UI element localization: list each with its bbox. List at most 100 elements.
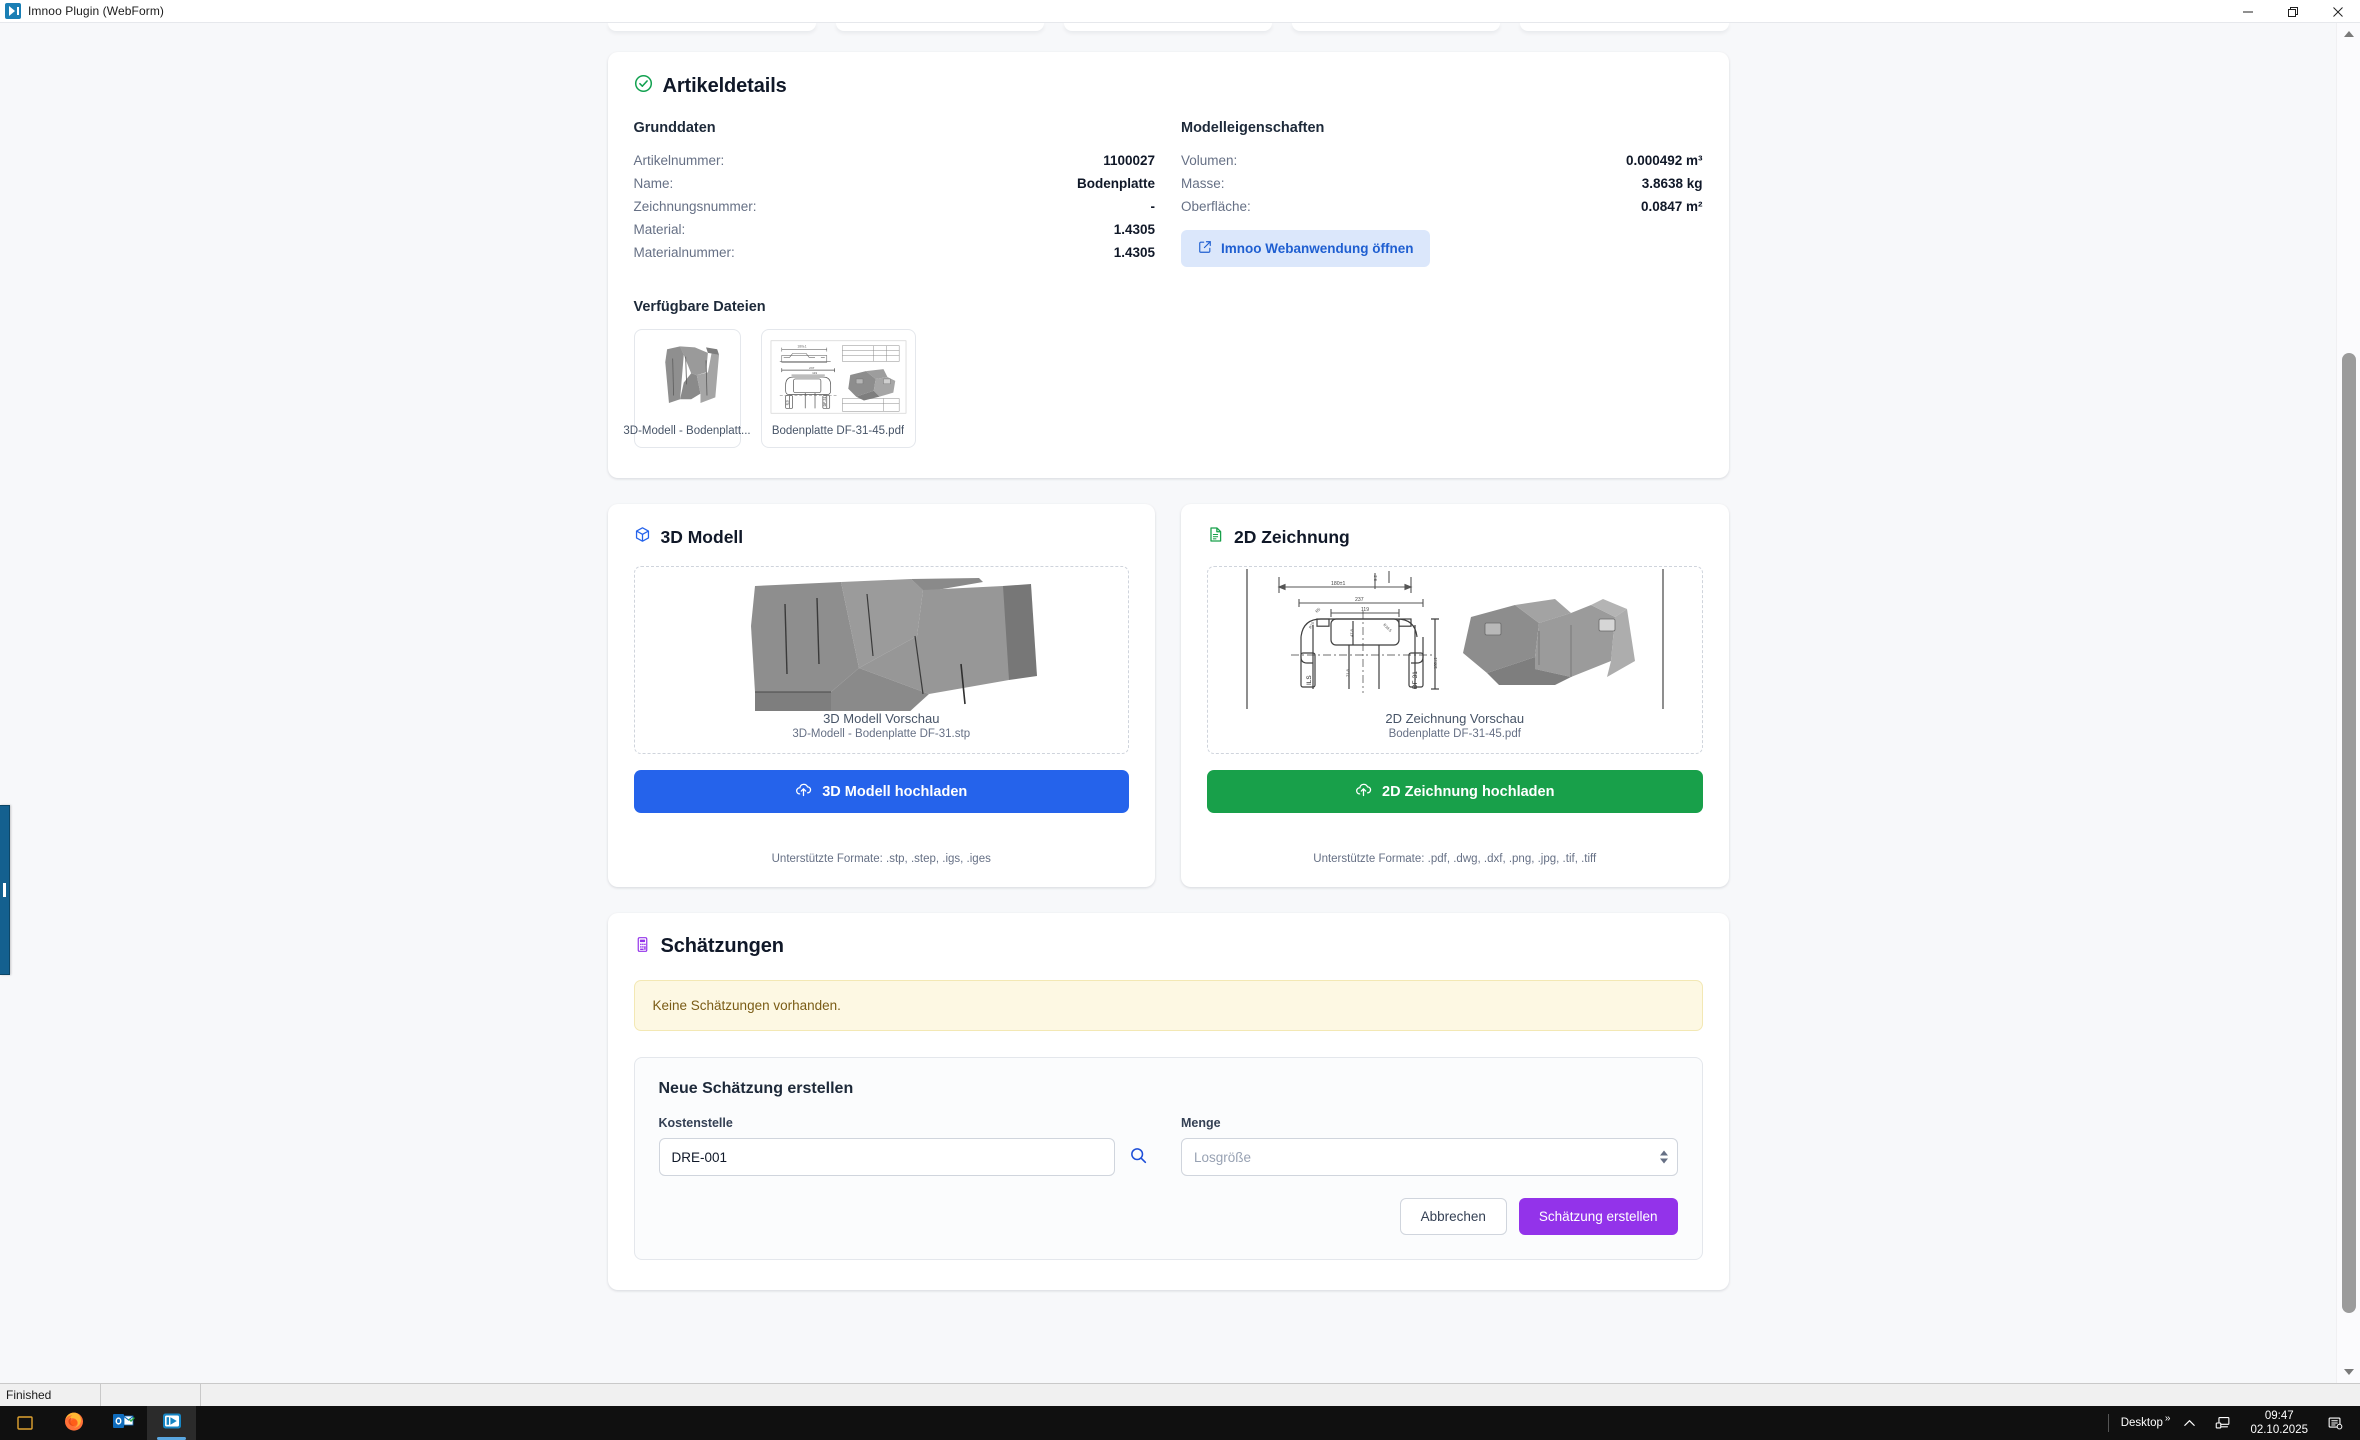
detail-label: Materialnummer:: [633, 245, 735, 260]
cut-off-card: [1520, 23, 1729, 31]
svg-text:ILS: ILS: [1306, 675, 1313, 685]
vertical-scrollbar[interactable]: [2336, 23, 2360, 1383]
chevron-right-double-icon: »: [2164, 1412, 2171, 1424]
page-title: Artikeldetails: [662, 74, 787, 97]
cut-off-card: [835, 23, 1044, 31]
detail-row: Volumen: 0.000492 m³: [1181, 149, 1703, 172]
detail-label: Artikelnummer:: [633, 153, 725, 168]
detail-row: Masse: 3.8638 kg: [1181, 172, 1703, 195]
detail-value: 3.8638 kg: [1641, 176, 1703, 191]
3d-model-preview-filename: 3D-Modell - Bodenplatte DF-31.stp: [792, 728, 971, 740]
3d-model-title: 3D Modell: [660, 526, 744, 547]
detail-row: Oberfläche: 0.0847 m²: [1181, 195, 1703, 218]
svg-text:47.8: 47.8: [1349, 628, 1354, 637]
svg-text:DF-31: DF-31: [1412, 671, 1419, 689]
create-estimate-button[interactable]: Schätzung erstellen: [1518, 1198, 1678, 1235]
imnoo-icon: [160, 1409, 184, 1438]
taskbar-item-start[interactable]: [0, 1406, 49, 1440]
new-estimate-form-row: Kostenstelle: [658, 1116, 1678, 1176]
stepper-up-icon[interactable]: [1659, 1150, 1668, 1156]
file-card-2d-drawing[interactable]: 180±1: [760, 329, 916, 448]
detail-value: 1100027: [1103, 153, 1155, 168]
status-bar: Finished: [0, 1383, 2360, 1407]
cost-center-group: Kostenstelle: [658, 1116, 1156, 1176]
detail-row: Zeichnungsnummer: -: [634, 195, 1156, 218]
base-data-column: Grunddaten Artikelnummer: 1100027 Name: …: [634, 120, 1156, 267]
3d-model-preview-image: [635, 567, 1129, 711]
3d-model-preview[interactable]: 3D Modell Vorschau 3D-Modell - Bodenplat…: [633, 566, 1129, 754]
detail-value: 1.4305: [1113, 222, 1155, 237]
taskbar-item-firefox[interactable]: [49, 1406, 98, 1440]
quantity-input[interactable]: [1181, 1138, 1678, 1176]
2d-drawing-title: 2D Zeichnung: [1234, 526, 1350, 547]
2d-drawing-preview-caption: 2D Zeichnung Vorschau: [1385, 711, 1525, 726]
3d-model-preview-caption: 3D Modell Vorschau: [823, 711, 940, 726]
close-icon[interactable]: [2315, 0, 2360, 23]
maximize-icon[interactable]: [2270, 0, 2315, 23]
minimize-icon[interactable]: [2225, 0, 2270, 23]
taskbar-item-outlook[interactable]: [98, 1406, 147, 1440]
network-icon[interactable]: [2206, 1406, 2240, 1440]
file-card-3d-model[interactable]: 3D-Modell - Bodenplatt...: [623, 329, 751, 448]
scroll-down-icon[interactable]: [2337, 1361, 2360, 1383]
open-imnoo-web-app-label: Imnoo Webanwendung öffnen: [1221, 241, 1414, 256]
svg-text:119: 119: [812, 371, 817, 375]
detail-row: Name: Bodenplatte: [634, 172, 1156, 195]
outlook-icon: [111, 1409, 135, 1438]
article-details-body: Grunddaten Artikelnummer: 1100027 Name: …: [608, 98, 1729, 297]
file-name: Bodenplatte DF-31-45.pdf: [771, 425, 905, 437]
model-properties-column: Modelleigenschaften Volumen: 0.000492 m³…: [1181, 120, 1703, 267]
drawing-thumbnail: 180±1: [769, 338, 907, 416]
scrollbar-thumb[interactable]: [2342, 353, 2356, 1313]
article-details-header: Artikeldetails: [608, 52, 1729, 98]
upload-cloud-icon: [1355, 781, 1372, 802]
no-estimates-alert: Keine Schätzungen vorhanden.: [633, 980, 1703, 1031]
cost-center-input-wrap: [658, 1138, 1156, 1176]
upload-2d-drawing-label: 2D Zeichnung hochladen: [1382, 783, 1555, 800]
taskbar-apps: [0, 1406, 196, 1440]
clock[interactable]: 09:47 02.10.2025: [2240, 1409, 2318, 1437]
desktop-button[interactable]: Desktop »: [2117, 1413, 2173, 1430]
new-estimate-title: Neue Schätzung erstellen: [658, 1080, 854, 1097]
3d-model-header: 3D Modell: [634, 526, 1130, 548]
svg-text:119: 119: [1361, 607, 1369, 613]
window-title: Imnoo Plugin (WebForm): [28, 4, 165, 18]
svg-text:ILS: ILS: [785, 399, 789, 405]
notification-icon[interactable]: [2318, 1406, 2352, 1440]
chevron-up-icon[interactable]: [2172, 1406, 2206, 1440]
quantity-stepper[interactable]: [1659, 1150, 1668, 1164]
upload-3d-model-button[interactable]: 3D Modell hochladen: [633, 770, 1129, 813]
new-estimate-panel: Neue Schätzung erstellen Kostenstelle: [633, 1057, 1703, 1260]
form-actions: Abbrechen Schätzung erstellen: [659, 1198, 1678, 1235]
stepper-down-icon[interactable]: [1659, 1158, 1668, 1164]
detail-value: 0.000492 m³: [1625, 153, 1703, 168]
svg-text:71.8: 71.8: [1345, 668, 1350, 677]
title-bar: Imnoo Plugin (WebForm): [0, 0, 2360, 23]
detail-label: Material:: [633, 222, 686, 237]
firefox-icon: [62, 1409, 86, 1438]
side-panel-handle[interactable]: [0, 805, 10, 975]
estimates-body: Keine Schätzungen vorhanden. Neue Schätz…: [608, 958, 1729, 1290]
2d-drawing-card: 2D Zeichnung: [1181, 504, 1729, 887]
cut-off-card: [1063, 23, 1273, 31]
imnoo-logo-icon: [5, 3, 21, 19]
cost-center-search-button[interactable]: [1121, 1138, 1155, 1176]
detail-label: Oberfläche:: [1181, 199, 1251, 214]
cost-center-input[interactable]: [658, 1138, 1115, 1176]
open-imnoo-web-app-button[interactable]: Imnoo Webanwendung öffnen: [1181, 230, 1431, 267]
check-circle-icon: [634, 74, 653, 98]
scroll-up-icon[interactable]: [2337, 23, 2360, 45]
calculator-icon: [634, 936, 651, 958]
cube-icon: [634, 526, 651, 548]
cut-off-cards-row: [607, 23, 1729, 31]
upload-2d-drawing-button[interactable]: 2D Zeichnung hochladen: [1207, 770, 1703, 813]
detail-row: Materialnummer: 1.4305: [634, 241, 1156, 264]
taskbar-item-imnoo[interactable]: [147, 1406, 196, 1440]
detail-value: 1.4305: [1113, 245, 1155, 260]
desktop-label: Desktop: [2120, 1417, 2163, 1429]
cut-off-card: [1292, 23, 1501, 31]
cancel-button[interactable]: Abbrechen: [1399, 1198, 1507, 1235]
2d-drawing-preview[interactable]: 180±1 9.2 237: [1207, 566, 1703, 754]
taskbar-active-underline: [157, 1437, 186, 1440]
